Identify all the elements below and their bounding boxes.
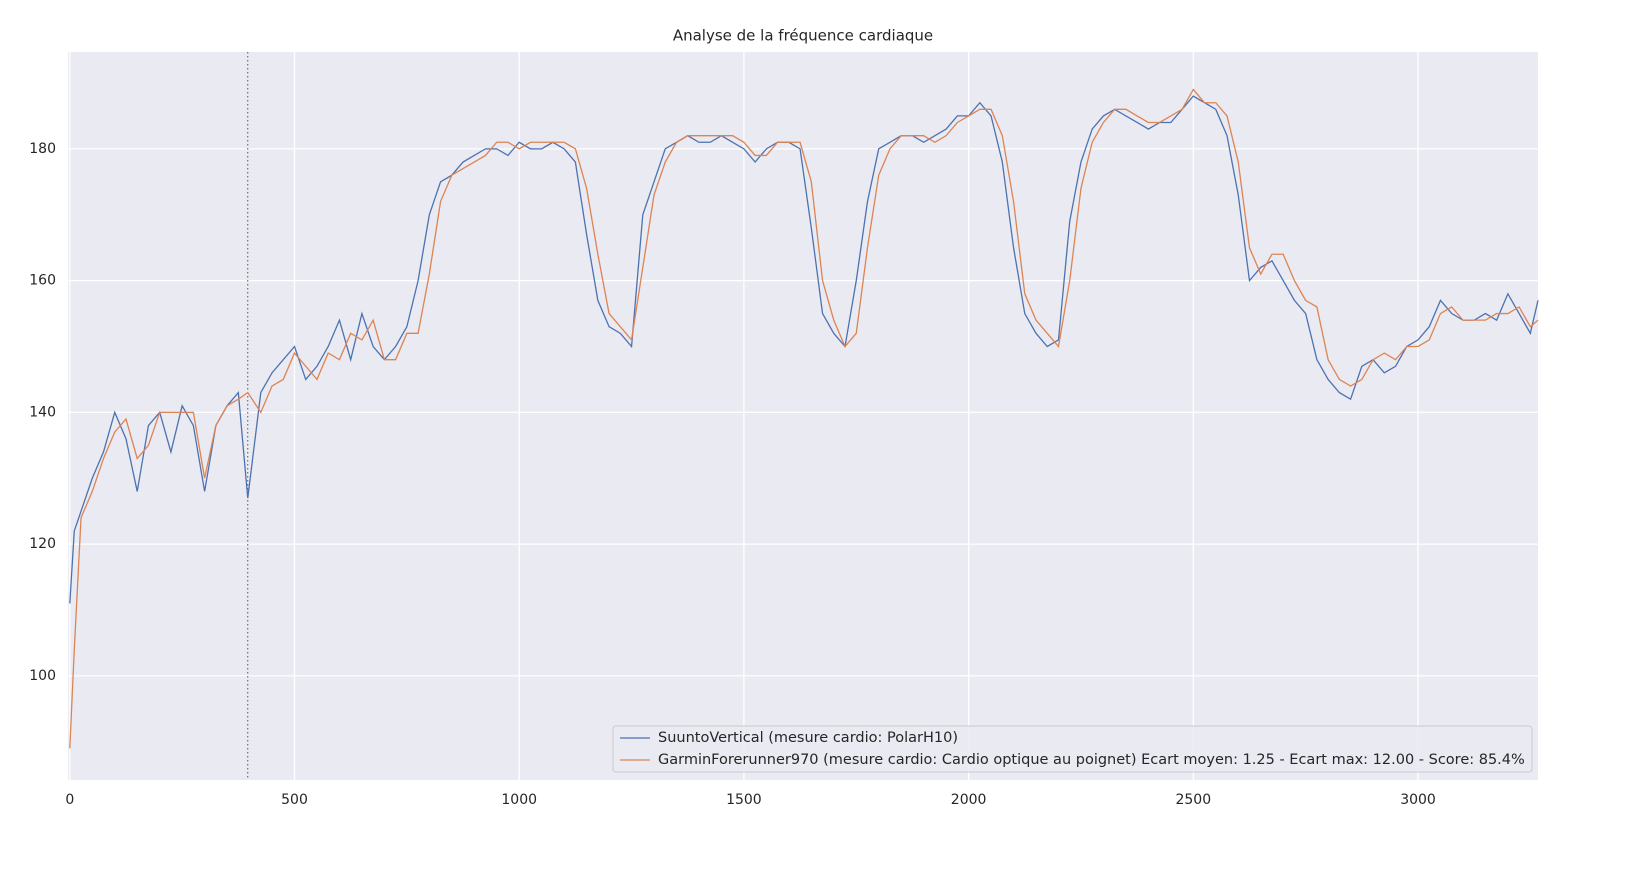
series-line: [69, 95, 1539, 604]
x-tick-label: 1000: [501, 792, 537, 808]
x-tick-label: 2500: [1175, 792, 1211, 808]
y-tick-label: 120: [29, 536, 56, 552]
plot-area: [68, 52, 1538, 780]
chart-title: Analyse de la fréquence cardiaque: [673, 27, 933, 45]
x-tick-label: 500: [281, 792, 308, 808]
x-tick-label: 2000: [951, 792, 987, 808]
x-tick-label: 0: [65, 792, 74, 808]
legend-label: SuuntoVertical (mesure cardio: PolarH10): [658, 730, 958, 746]
legend-box: [612, 725, 1533, 773]
legend-label: GarminForerunner970 (mesure cardio: Card…: [658, 752, 1525, 768]
y-tick-label: 140: [29, 404, 56, 420]
series-line: [69, 88, 1539, 749]
y-tick-label: 160: [29, 273, 56, 289]
x-tick-label: 1500: [726, 792, 762, 808]
y-tick-label: 180: [29, 141, 56, 157]
x-tick-label: 3000: [1400, 792, 1436, 808]
y-tick-label: 100: [29, 668, 56, 684]
